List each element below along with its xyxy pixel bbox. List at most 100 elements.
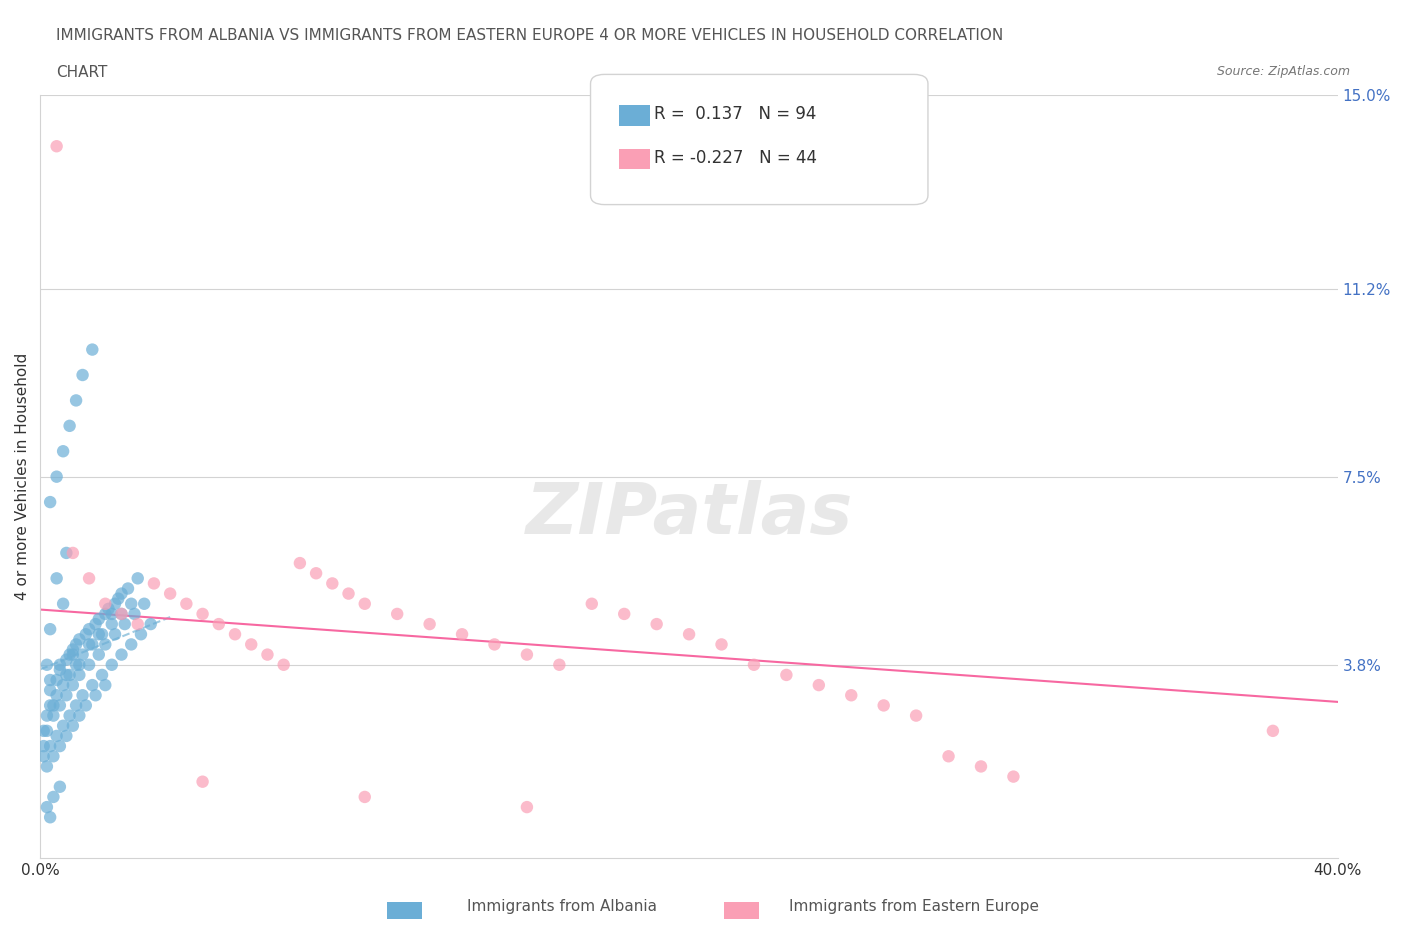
Point — [39, 495, 62, 510]
Point — [59, 418, 82, 433]
Point — [55, 728, 77, 743]
Point — [353, 790, 375, 804]
Point — [124, 606, 146, 621]
Point — [39, 738, 62, 753]
Point — [114, 617, 136, 631]
Point — [94, 637, 117, 652]
Point — [62, 678, 84, 693]
Point — [72, 647, 94, 662]
Point — [72, 367, 94, 382]
Point — [59, 647, 82, 662]
Point — [67, 658, 90, 672]
Point — [159, 586, 181, 601]
Point — [581, 596, 603, 611]
Point — [82, 637, 104, 652]
Point — [127, 571, 149, 586]
Point — [107, 591, 129, 606]
Point — [176, 596, 198, 611]
Point — [305, 565, 328, 580]
Point — [94, 596, 117, 611]
Point — [94, 606, 117, 621]
Point — [39, 622, 62, 637]
Point — [55, 668, 77, 683]
Point — [110, 606, 132, 621]
Point — [873, 698, 896, 713]
Point — [67, 668, 90, 683]
Point — [52, 718, 75, 733]
Point — [32, 749, 55, 764]
Text: Immigrants from Eastern Europe: Immigrants from Eastern Europe — [789, 899, 1039, 914]
Point — [100, 606, 122, 621]
Text: R = -0.227   N = 44: R = -0.227 N = 44 — [654, 149, 817, 167]
Point — [45, 728, 67, 743]
Point — [42, 749, 65, 764]
Point — [240, 637, 263, 652]
Point — [87, 627, 110, 642]
Point — [87, 647, 110, 662]
Point — [65, 393, 87, 408]
Point — [905, 708, 928, 723]
Point — [94, 678, 117, 693]
Point — [62, 647, 84, 662]
Point — [91, 627, 114, 642]
Point — [52, 444, 75, 458]
Point — [42, 698, 65, 713]
Point — [65, 637, 87, 652]
Point — [117, 581, 139, 596]
Point — [35, 708, 58, 723]
Point — [385, 606, 408, 621]
Point — [49, 738, 72, 753]
Point — [742, 658, 765, 672]
Point — [100, 617, 122, 631]
Point — [32, 724, 55, 738]
Point — [45, 688, 67, 703]
Point — [67, 631, 90, 646]
Point — [62, 546, 84, 561]
Point — [45, 672, 67, 687]
Point — [49, 698, 72, 713]
Point — [77, 622, 100, 637]
Point — [127, 617, 149, 631]
Point — [938, 749, 960, 764]
Point — [49, 658, 72, 672]
Point — [1261, 724, 1284, 738]
Point — [32, 738, 55, 753]
Point — [321, 576, 343, 591]
Point — [484, 637, 506, 652]
Point — [516, 647, 538, 662]
Point — [67, 708, 90, 723]
Point — [84, 617, 107, 631]
Point — [77, 658, 100, 672]
Point — [42, 708, 65, 723]
Point — [55, 688, 77, 703]
Point — [224, 627, 246, 642]
Point — [65, 698, 87, 713]
Point — [39, 683, 62, 698]
Point — [129, 627, 152, 642]
Point — [645, 617, 668, 631]
Point — [288, 555, 311, 570]
Point — [134, 596, 156, 611]
Point — [72, 688, 94, 703]
Point — [191, 775, 214, 790]
Text: Immigrants from Albania: Immigrants from Albania — [467, 899, 658, 914]
Point — [97, 602, 120, 617]
Point — [45, 139, 67, 153]
Point — [273, 658, 295, 672]
Text: CHART: CHART — [56, 65, 108, 80]
Text: ZIPatlas: ZIPatlas — [526, 480, 853, 550]
Text: IMMIGRANTS FROM ALBANIA VS IMMIGRANTS FROM EASTERN EUROPE 4 OR MORE VEHICLES IN : IMMIGRANTS FROM ALBANIA VS IMMIGRANTS FR… — [56, 28, 1004, 43]
Text: Source: ZipAtlas.com: Source: ZipAtlas.com — [1216, 65, 1350, 78]
Point — [548, 658, 571, 672]
Point — [120, 596, 142, 611]
Point — [75, 698, 97, 713]
Point — [55, 546, 77, 561]
Point — [419, 617, 441, 631]
Point — [970, 759, 993, 774]
Point — [45, 470, 67, 485]
Point — [100, 658, 122, 672]
Point — [451, 627, 474, 642]
Point — [82, 342, 104, 357]
Point — [42, 790, 65, 804]
Point — [39, 810, 62, 825]
